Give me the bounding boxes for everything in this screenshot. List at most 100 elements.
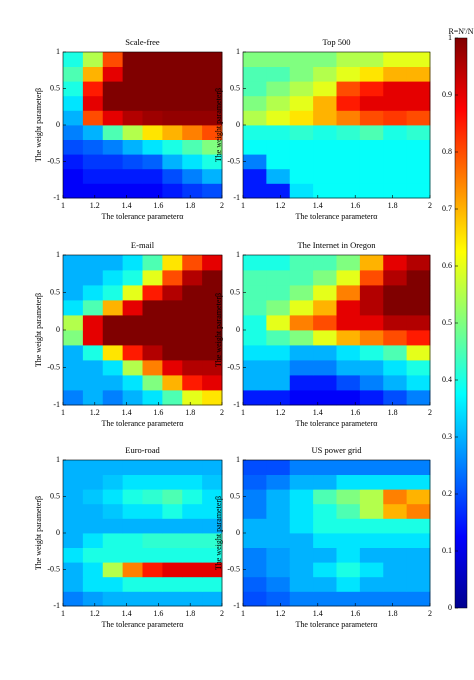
heat-cell [406, 489, 431, 505]
heat-cell [313, 460, 337, 475]
y-tick-label: -0.5 [47, 564, 60, 573]
heat-cell [289, 375, 314, 391]
heat-cell [202, 360, 223, 376]
heat-cell [289, 270, 314, 286]
heat-cell [102, 547, 124, 563]
heat-cell [243, 533, 267, 548]
colorbar-tick-label: 0.6 [442, 261, 452, 270]
heat-cell [122, 591, 143, 607]
heat-cell [162, 154, 183, 170]
heat-cell [142, 360, 163, 376]
heat-cell [266, 95, 291, 111]
heat-cell [336, 390, 361, 406]
y-tick-label: 1 [236, 47, 240, 56]
y-tick-label: 1 [56, 455, 60, 464]
heat-cell [336, 576, 361, 592]
heat-cell [406, 255, 431, 271]
colorbar-tick-label: 0.2 [442, 489, 452, 498]
heat-cell [313, 183, 337, 199]
heat-cell [142, 576, 163, 592]
heat-cell [122, 533, 143, 548]
heat-cell [336, 474, 361, 490]
x-tick-label: 1 [61, 201, 65, 210]
heat-cell [406, 300, 431, 316]
heat-cell [406, 576, 431, 592]
heat-cell [162, 168, 183, 184]
x-tick-label: 1.6 [153, 609, 163, 618]
heat-cell [182, 518, 203, 534]
heat-cell [243, 110, 267, 126]
heat-cell [122, 168, 143, 184]
heat-cell [82, 139, 104, 155]
heat-cell [142, 474, 163, 490]
heat-cell [383, 474, 408, 490]
heat-cell [289, 110, 314, 126]
y-tick-label: 0 [56, 120, 60, 129]
heat-cell [142, 300, 163, 316]
heat-cell [243, 154, 267, 170]
colorbar-tick-label: 0.3 [442, 432, 452, 441]
colorbar-tick-label: 0.7 [442, 204, 452, 213]
heat-cell [162, 66, 183, 82]
heat-cell [383, 503, 408, 519]
heat-cell [313, 360, 337, 376]
heat-cell [202, 154, 223, 170]
heat-cell [122, 489, 143, 505]
heat-cell [63, 125, 84, 140]
heat-cell [336, 360, 361, 376]
heat-cell [383, 360, 408, 376]
heat-cell [162, 503, 183, 519]
heat-cell [82, 576, 104, 592]
heat-cell [202, 300, 223, 316]
heat-cell [313, 52, 337, 67]
heat-cell [182, 270, 203, 286]
heat-cell [406, 285, 431, 301]
heat-cell [289, 591, 314, 607]
x-tick-label: 1 [241, 408, 245, 417]
y-tick-label: -1 [233, 400, 240, 409]
heat-cell [359, 591, 384, 607]
heat-cell [102, 533, 124, 548]
heat-cell [162, 183, 183, 199]
heat-cell [102, 474, 124, 490]
heat-cell [162, 474, 183, 490]
heat-cell [383, 95, 408, 111]
heat-cell [162, 139, 183, 155]
heat-cell [336, 139, 361, 155]
heat-cell [243, 390, 267, 406]
x-tick-label: 2 [220, 609, 224, 618]
x-tick-label: 1.8 [185, 201, 195, 210]
heat-cell [122, 315, 143, 331]
heat-cell [82, 315, 104, 331]
heat-cell [182, 562, 203, 578]
heat-cell [82, 125, 104, 140]
heat-cell [313, 66, 337, 82]
x-axis-label: The tolerance parameterα [296, 620, 379, 629]
heat-cell [142, 125, 163, 140]
y-tick-label: 1 [236, 455, 240, 464]
heat-cell [243, 591, 267, 607]
heat-cell [313, 562, 337, 578]
heat-cell [313, 315, 337, 331]
heat-cell [266, 183, 291, 199]
heat-cell [359, 255, 384, 271]
heat-cell [359, 168, 384, 184]
heat-cell [142, 460, 163, 475]
heat-cell [336, 168, 361, 184]
heat-cell [102, 66, 124, 82]
heat-cell [266, 460, 291, 475]
heat-cell [82, 110, 104, 126]
x-tick-label: 1.4 [122, 408, 132, 417]
heat-cell [82, 474, 104, 490]
heat-cell [383, 518, 408, 534]
heat-cell [383, 375, 408, 391]
heat-cell [406, 562, 431, 578]
heat-cell [122, 183, 143, 199]
heat-cell [122, 139, 143, 155]
heat-cell [359, 474, 384, 490]
heat-cell [142, 110, 163, 126]
heat-cell [266, 168, 291, 184]
heat-cell [122, 125, 143, 140]
heat-cell [182, 52, 203, 67]
heat-cell [383, 168, 408, 184]
